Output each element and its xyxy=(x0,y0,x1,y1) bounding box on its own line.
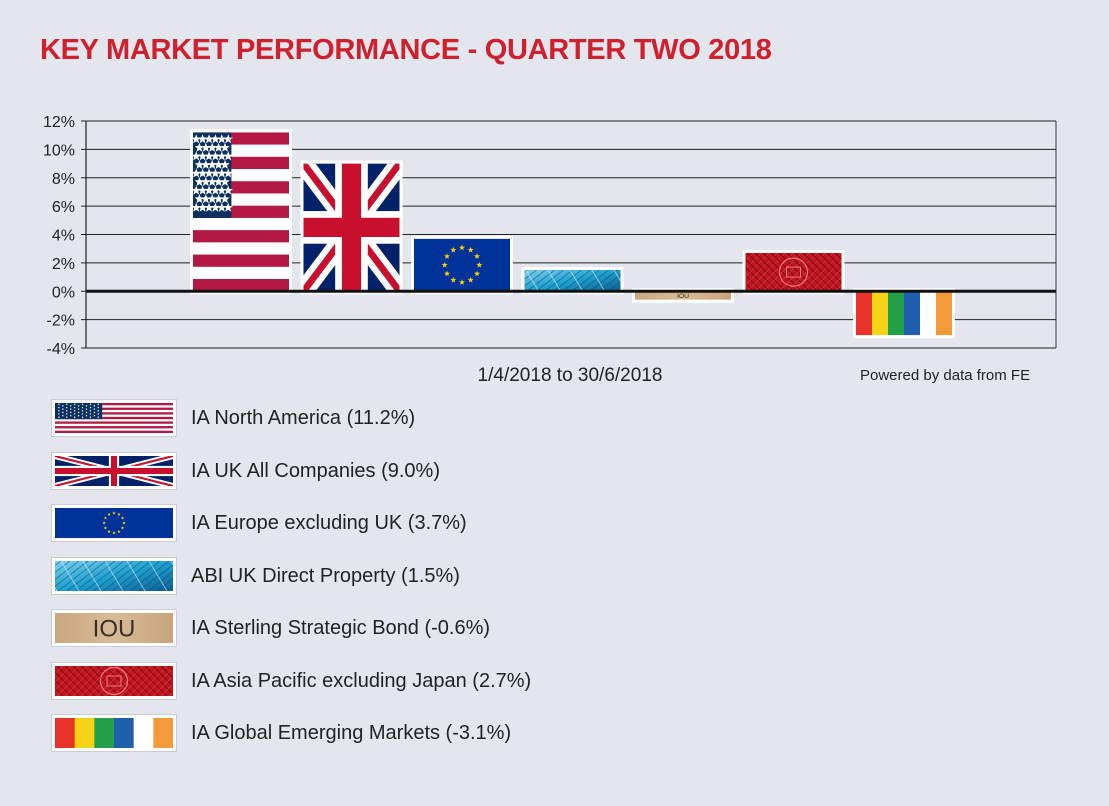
bar-uk-flag xyxy=(300,160,403,295)
legend-item: IA Europe excluding UK (3.7%) xyxy=(52,503,752,543)
legend-item: ABI UK Direct Property (1.5%) xyxy=(52,556,752,596)
legend-swatch-asian-red-pattern xyxy=(52,662,176,699)
legend-item: IA Global Emerging Markets (-3.1%) xyxy=(52,713,752,753)
legend-label: IA Sterling Strategic Bond (-0.6%) xyxy=(191,617,491,639)
legend-label: IA North America (11.2%) xyxy=(191,407,416,429)
y-tick-label: 2% xyxy=(52,256,75,273)
legend-swatch-uk-flag xyxy=(52,452,176,489)
bar-chart: IOU 12% 10% 8% 6% 4% 2% 0% -2% -4% xyxy=(43,114,1057,358)
y-tick-label: 4% xyxy=(52,228,75,245)
iou-text: IOU xyxy=(677,293,689,300)
legend-item: IA UK All Companies (9.0%) xyxy=(52,451,752,491)
iou-text: IOU xyxy=(93,615,136,642)
y-tick-label: -2% xyxy=(47,313,75,330)
bar-color-stripes xyxy=(853,288,955,339)
y-tick-label: -4% xyxy=(47,341,75,358)
legend-swatch-glass-building xyxy=(52,557,176,594)
legend-swatch-iou-note: IOU xyxy=(52,610,176,646)
bar-glass-building xyxy=(521,266,624,295)
y-tick-label: 10% xyxy=(43,142,75,159)
legend-swatch-color-stripes xyxy=(52,715,176,751)
legend-swatch-usa-flag xyxy=(52,400,176,436)
legend-label: ABI UK Direct Property (1.5%) xyxy=(191,564,460,587)
data-source-note: Powered by data from FE xyxy=(860,367,1031,384)
y-tick-label: 0% xyxy=(52,284,75,301)
bar-usa-flag xyxy=(190,129,292,295)
legend-label: IA UK All Companies (9.0%) xyxy=(191,459,440,482)
legend-label: IA Asia Pacific excluding Japan (2.7%) xyxy=(191,669,532,692)
legend-label: IA Europe excluding UK (3.7%) xyxy=(191,512,467,534)
bar-asian-red-pattern xyxy=(742,249,845,295)
chart-title: KEY MARKET PERFORMANCE - QUARTER TWO 201… xyxy=(40,34,772,66)
legend-swatch-eu-flag xyxy=(52,505,176,541)
y-tick-label: 6% xyxy=(52,199,75,216)
bar-eu-flag xyxy=(411,235,513,295)
y-tick-label: 12% xyxy=(43,114,75,131)
legend-label: IA Global Emerging Markets (-3.1%) xyxy=(191,722,512,744)
x-axis-date-range: 1/4/2018 to 30/6/2018 xyxy=(477,365,663,386)
legend-item: IOU IA Sterling Strategic Bond (-0.6%) xyxy=(52,608,752,648)
legend-item: IA Asia Pacific excluding Japan (2.7%) xyxy=(52,661,752,701)
y-tick-label: 8% xyxy=(52,171,75,188)
legend-item: IA North America (11.2%) xyxy=(52,398,752,438)
